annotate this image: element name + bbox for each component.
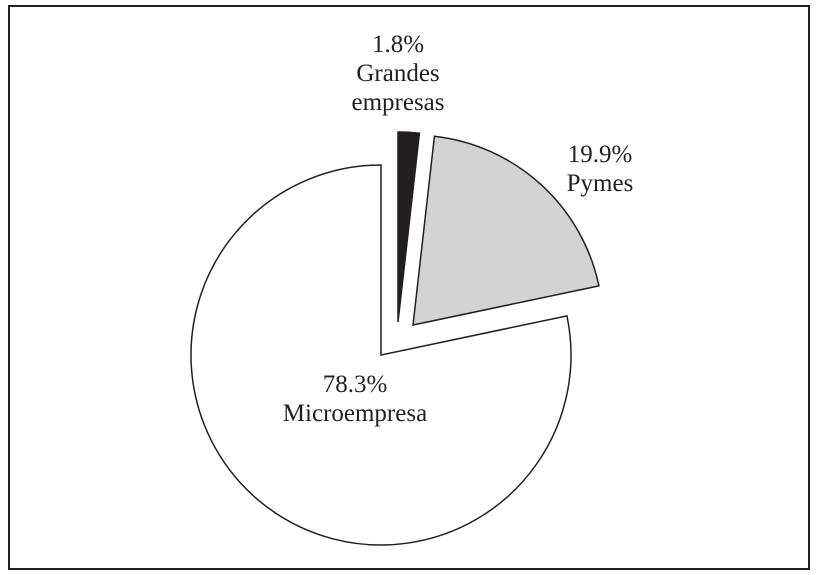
frame [8,5,810,570]
value-label: 19.9% [567,141,633,168]
category-label: Grandes empresas [351,60,445,116]
slice-label: 19.9% Pymes [510,140,690,198]
category-label: Microempresa [282,400,428,427]
value-label: 1.8% [371,31,425,58]
pie-slice [397,131,421,323]
value-label: 78.3% [322,371,388,398]
slice-label: 78.3% Microempresa [235,370,475,428]
pie-slice [412,135,600,326]
slice-label: 1.8% Grandes empresas [343,30,453,117]
pie-slice [190,164,572,546]
category-label: Pymes [566,170,634,197]
